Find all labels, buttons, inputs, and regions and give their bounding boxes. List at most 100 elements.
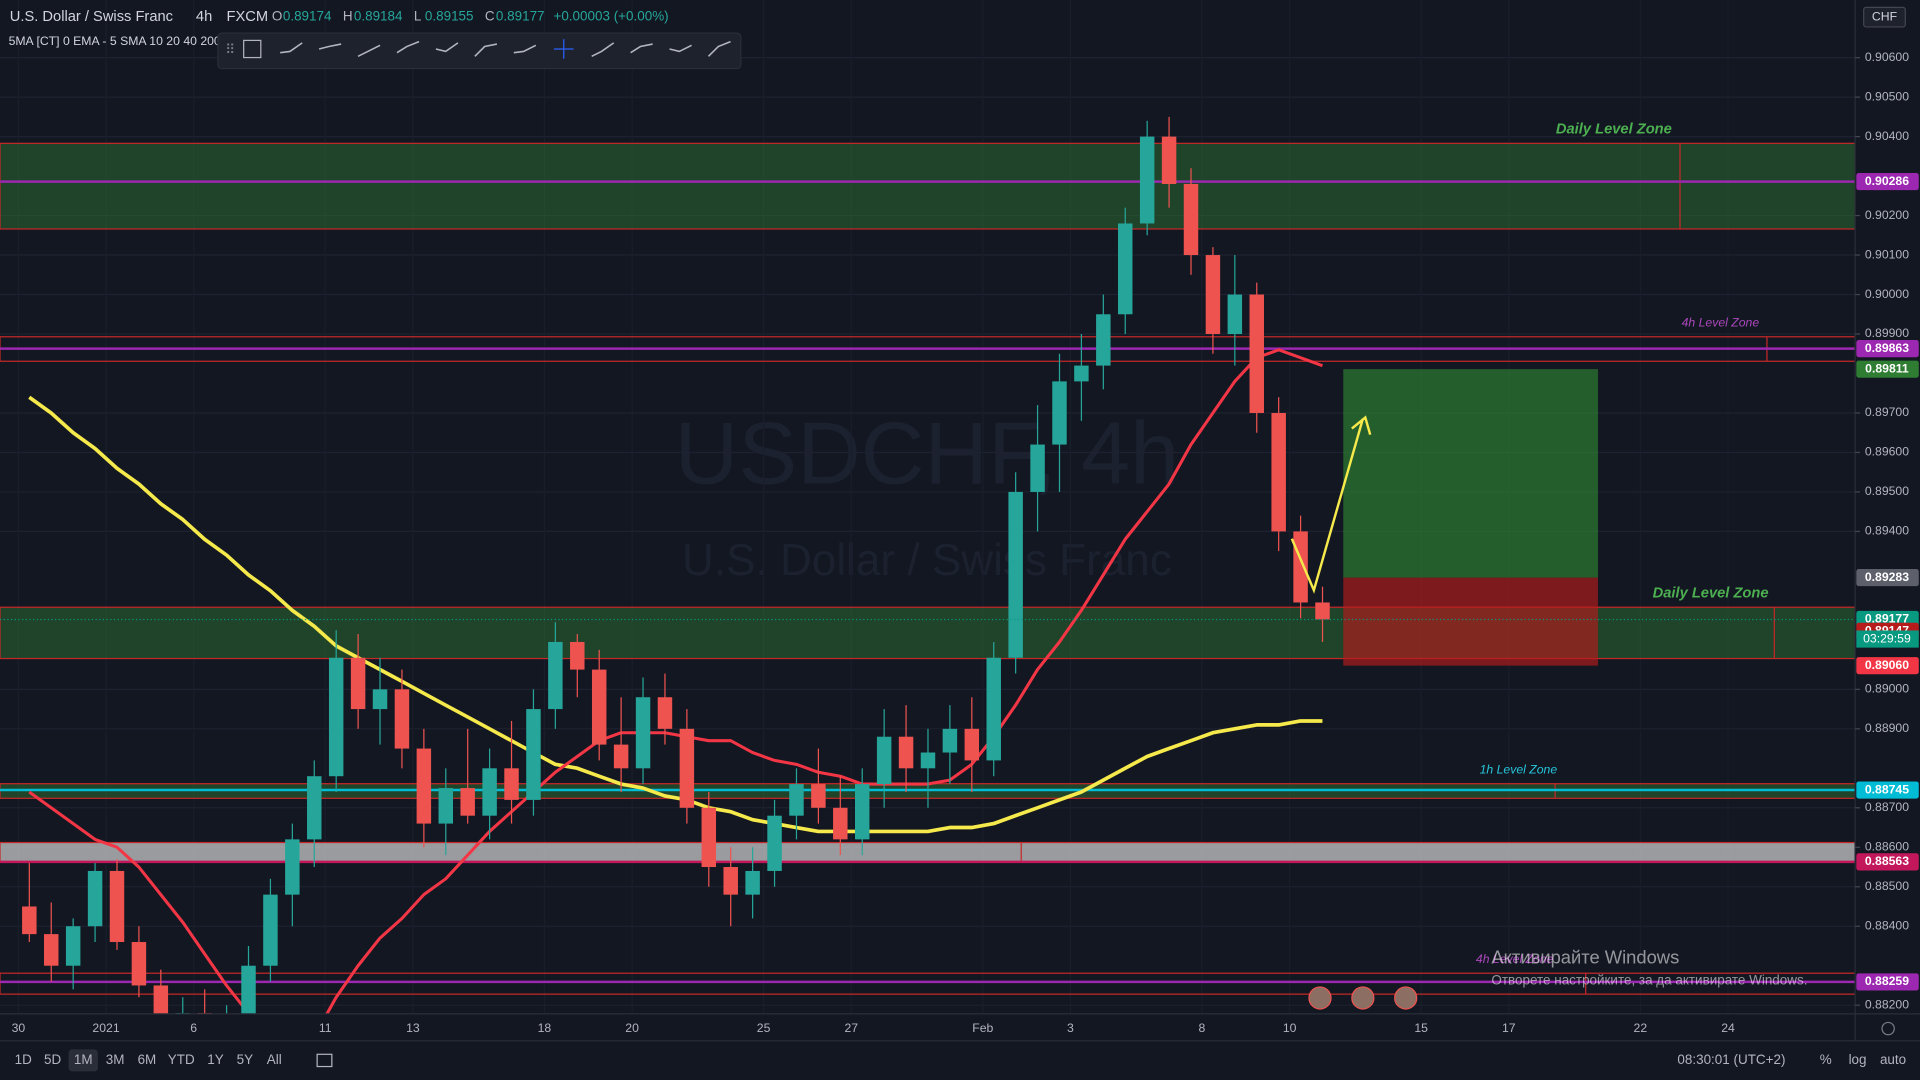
position-loss xyxy=(1343,577,1598,666)
range-button[interactable]: YTD xyxy=(168,1052,195,1067)
candle-body xyxy=(1074,365,1089,382)
candle-body xyxy=(504,768,519,800)
candle-body xyxy=(920,752,936,769)
symbol[interactable]: U.S. Dollar / Swiss Franc xyxy=(10,9,173,25)
position-profit xyxy=(1343,369,1598,578)
candle-body xyxy=(789,784,804,816)
candle-body xyxy=(307,776,322,840)
tool-icon[interactable] xyxy=(513,44,537,54)
x-tick-label: 27 xyxy=(844,1021,858,1035)
moving-average xyxy=(28,395,1323,834)
tool-icon[interactable] xyxy=(280,42,303,54)
candle-body xyxy=(285,839,300,895)
candle-body xyxy=(591,669,607,745)
currency-box[interactable] xyxy=(1863,6,1906,28)
range-button[interactable]: 6M xyxy=(138,1052,157,1067)
range-button[interactable]: 1D xyxy=(15,1052,32,1067)
tool-icon[interactable] xyxy=(669,44,692,53)
tool-icon[interactable] xyxy=(318,43,342,50)
price-tag-label: 0.88745 xyxy=(1865,782,1909,796)
x-tick-label: 2021 xyxy=(92,1021,119,1035)
arrow-head xyxy=(1351,415,1372,436)
price-tag xyxy=(1856,340,1919,358)
range-button[interactable]: All xyxy=(267,1052,282,1067)
tool-icon[interactable] xyxy=(591,42,615,58)
price-tag xyxy=(1856,657,1919,675)
y-tick-label: 0.90600 xyxy=(1865,50,1909,64)
range-active xyxy=(68,1049,98,1072)
level-zone xyxy=(0,336,1856,362)
x-tick-label: Feb xyxy=(972,1021,993,1035)
scale-option[interactable]: auto xyxy=(1880,1052,1906,1067)
level-zone xyxy=(0,841,1856,863)
price-tag xyxy=(1856,781,1919,799)
price-tag-label: 0.89283 xyxy=(1865,570,1909,584)
tool-icon[interactable] xyxy=(435,42,459,53)
event-icon[interactable] xyxy=(1394,986,1418,1010)
zone-label: Daily Level Zone xyxy=(1556,122,1672,138)
goto-icon[interactable] xyxy=(316,1053,333,1068)
ohlc: O 0.89174 H 0.89184 L 0.89155 C 0.89177 xyxy=(272,9,545,24)
candle-body xyxy=(438,788,454,824)
range-button[interactable]: 1M xyxy=(74,1052,93,1067)
range-button[interactable]: 3M xyxy=(106,1052,125,1067)
interval[interactable]: 4h xyxy=(196,9,212,25)
settings-icon[interactable] xyxy=(1881,1021,1895,1036)
candle-body xyxy=(1139,136,1155,224)
y-tick-label: 0.88700 xyxy=(1865,800,1909,814)
tool-icon[interactable] xyxy=(396,40,420,54)
tool-icon[interactable] xyxy=(707,40,731,57)
range-button[interactable]: 5Y xyxy=(237,1052,253,1067)
ohlc-label: C xyxy=(485,9,495,24)
countdown-bg xyxy=(1856,630,1919,648)
candle-body xyxy=(679,728,695,808)
tool-icon[interactable] xyxy=(630,43,653,54)
drawing-toolbar: ⠿ xyxy=(217,32,742,70)
candle-body xyxy=(854,784,870,840)
tool-icon[interactable] xyxy=(243,39,262,59)
indicators[interactable]: 5MA [CT] 0 EMA - 5 SMA 10 20 40 200 xyxy=(9,34,221,48)
tool-icon[interactable] xyxy=(357,44,381,58)
ohlc-value: 0.89184 xyxy=(354,9,403,24)
ohlc-value: 0.89155 xyxy=(425,9,474,24)
y-tick-label: 0.88200 xyxy=(1865,997,1909,1011)
candle-body xyxy=(416,748,432,824)
y-tick-label: 0.89900 xyxy=(1865,326,1909,340)
price-tag-label: 0.89863 xyxy=(1865,341,1909,355)
candle-body xyxy=(526,709,541,800)
y-tick-label: 0.89400 xyxy=(1865,524,1909,538)
event-icon[interactable] xyxy=(1351,986,1375,1010)
x-tick-label: 24 xyxy=(1721,1021,1735,1035)
candle-body xyxy=(65,926,81,966)
price-tag xyxy=(1856,360,1919,378)
candle-body xyxy=(22,906,37,935)
ohlc-value: 0.89177 xyxy=(496,9,545,24)
candle-body xyxy=(263,894,278,966)
x-tick-label: 8 xyxy=(1199,1021,1206,1035)
watermark-name: U.S. Dollar / Swiss Franc xyxy=(682,536,1172,585)
range-button[interactable]: 5D xyxy=(44,1052,61,1067)
candle-body xyxy=(635,697,651,769)
watermark: USDCHF, 4h U.S. Dollar / Swiss Franc xyxy=(675,404,1180,585)
scale-option[interactable]: % xyxy=(1820,1052,1832,1067)
activation-text: Отворете настройките, за да активирате W… xyxy=(1491,972,1807,987)
candle-body xyxy=(153,985,169,1014)
zone-label: 4h Level Zone xyxy=(1682,316,1760,330)
currency[interactable]: CHF xyxy=(1872,9,1897,23)
tool-icon[interactable] xyxy=(474,43,498,57)
x-tick-label: 6 xyxy=(190,1021,197,1035)
y-tick-label: 0.90200 xyxy=(1865,208,1909,222)
price-tag-label: 0.89060 xyxy=(1865,658,1909,672)
event-icon[interactable] xyxy=(1308,986,1332,1010)
candle-body xyxy=(613,744,629,769)
scale-option[interactable]: log xyxy=(1849,1052,1867,1067)
range-button[interactable]: 1Y xyxy=(207,1052,223,1067)
price-tag-label: 0.88563 xyxy=(1865,854,1909,868)
candle-body xyxy=(1205,255,1221,335)
price-axis: 0.90600 0.90500 0.90400 0.90200 0.90100 0.900… xyxy=(1855,50,1919,1011)
zone-label: 4h Level Zone xyxy=(1476,952,1554,966)
toolbar-grip: ⠿ xyxy=(225,42,235,57)
y-tick-label: 0.90400 xyxy=(1865,129,1909,143)
candle-body xyxy=(1183,183,1199,256)
